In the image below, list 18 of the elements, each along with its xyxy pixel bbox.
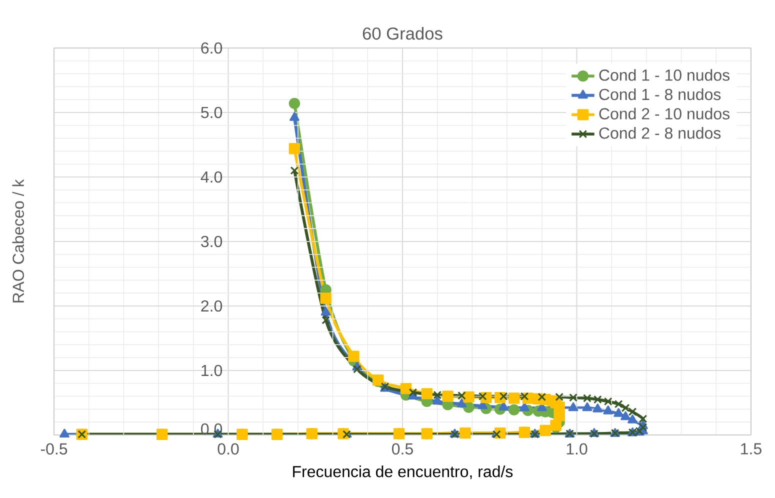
y-tick-label: 2.0 [201, 300, 222, 312]
legend-label: Cond 2 - 10 nudos [599, 108, 730, 120]
legend-label: Cond 1 - 10 nudos [599, 69, 730, 81]
x-axis-title: Frecuencia de encuentro, rad/s [293, 466, 513, 480]
y-axis-title: RAO Cabeceo / k [12, 179, 24, 302]
legend-label: Cond 1 - 8 nudos [599, 88, 721, 100]
x-tick-label: 1.5 [741, 443, 762, 454]
x-tick-label: -0.5 [40, 443, 68, 455]
x-tick-label: 0.0 [218, 443, 239, 455]
x-tick-label: 1.0 [566, 443, 588, 455]
chart-title: 60 Grados [362, 26, 442, 40]
y-tick-label: 6.0 [201, 42, 222, 54]
y-tick-label: 5.0 [201, 106, 222, 118]
y-tick-label: 4.0 [200, 171, 222, 183]
x-tick-label: 0.5 [392, 443, 413, 455]
y-tick-label: 1.0 [202, 364, 222, 376]
y-tick-label: 3.0 [201, 236, 222, 248]
legend-label: Cond 2 - 8 nudos [599, 127, 721, 139]
